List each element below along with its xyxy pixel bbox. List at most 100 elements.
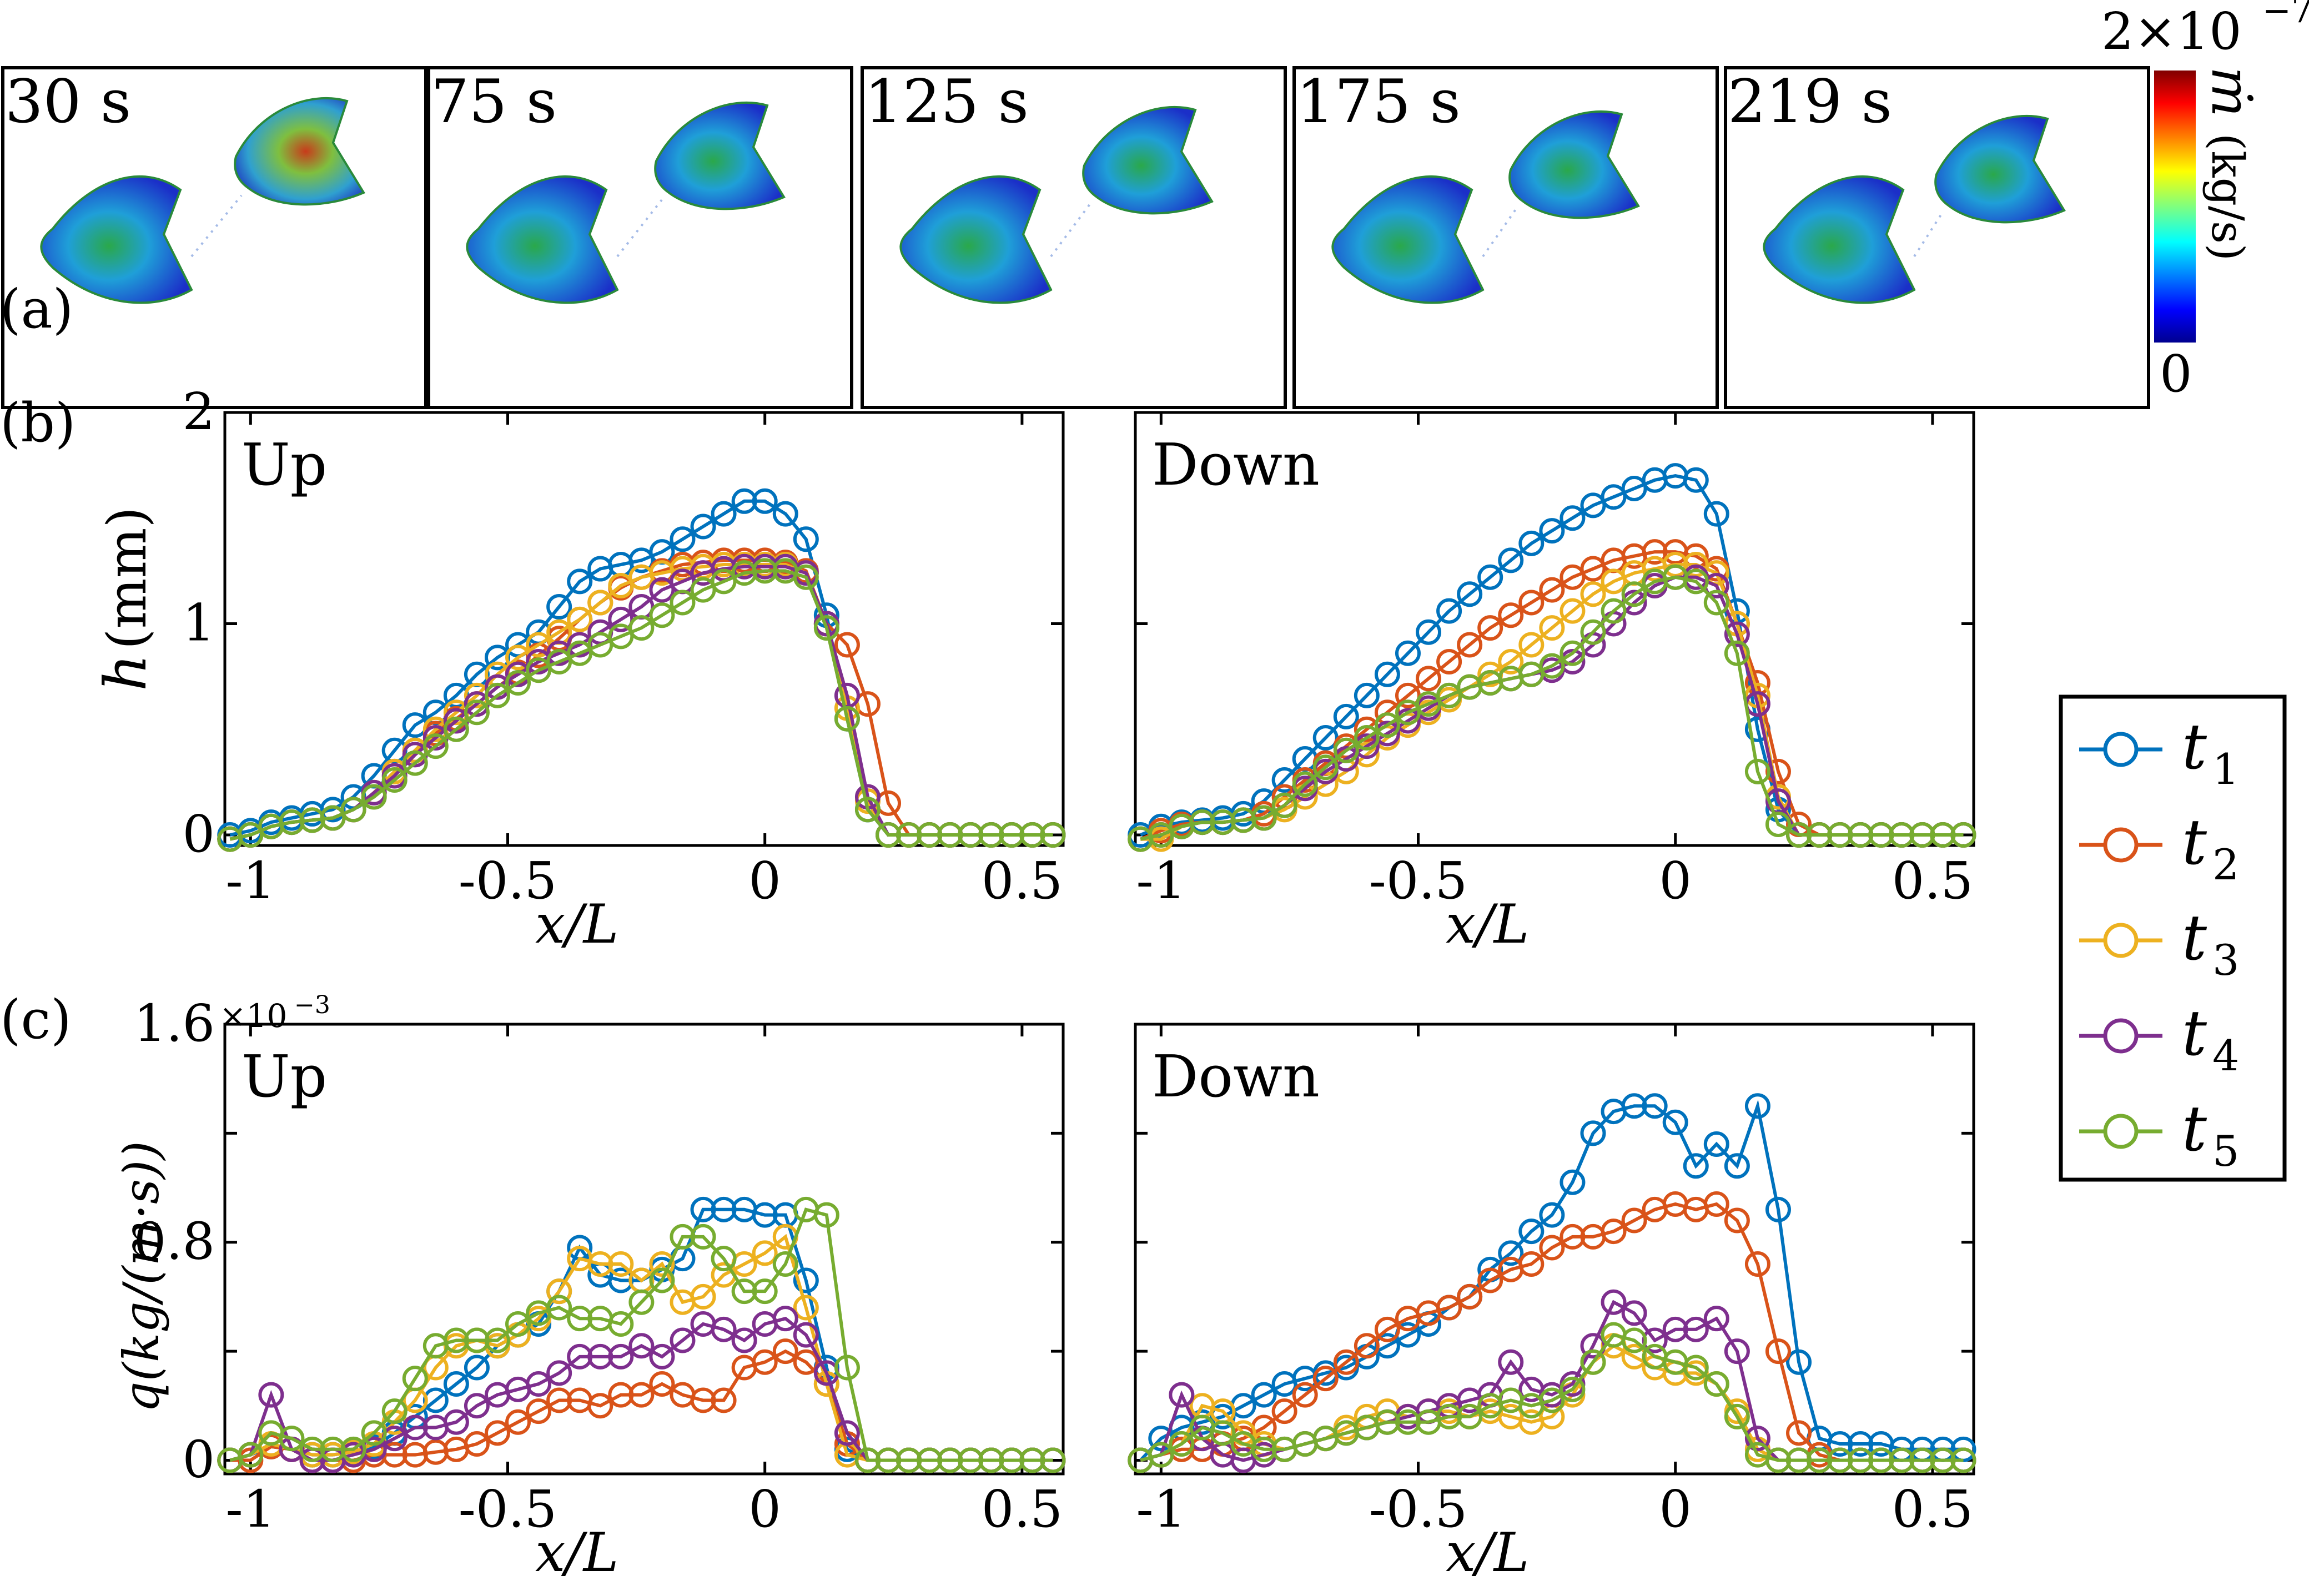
data-point — [1354, 1333, 1380, 1359]
data-point — [567, 606, 593, 632]
data-point — [752, 1349, 778, 1375]
snapshot-time-label: 75 s — [431, 67, 557, 137]
data-point — [464, 1393, 490, 1419]
y-tick-label: 2 — [182, 382, 215, 441]
legend-marker — [2103, 827, 2139, 863]
data-point — [628, 615, 655, 641]
legend-subscript: 2 — [2212, 840, 2239, 889]
data-point — [731, 1327, 757, 1353]
legend-subscript: 3 — [2212, 935, 2239, 985]
data-point — [1560, 598, 1586, 624]
data-point — [484, 1327, 510, 1353]
series-t5 — [1128, 564, 1976, 852]
legend-marker — [2103, 1018, 2139, 1054]
data-point — [711, 1246, 737, 1272]
colorbar-max-exponent: −7 — [2262, 0, 2309, 31]
data-point — [1703, 590, 1729, 616]
data-point — [1724, 1338, 1750, 1365]
y-tick-label: 1.6 — [134, 994, 215, 1053]
chart-b-up: -1 -0.5 0 0.5 0 1 2 x/L Up — [182, 382, 1066, 955]
data-point — [1621, 1300, 1647, 1326]
data-point — [1560, 640, 1586, 666]
data-point — [1950, 822, 1976, 848]
data-point — [1271, 1398, 1297, 1424]
data-point — [772, 1251, 798, 1277]
data-point — [1765, 811, 1791, 837]
dune-upper-right — [1934, 114, 2066, 224]
data-point — [1436, 598, 1462, 624]
data-point — [1354, 724, 1380, 751]
data-point — [1724, 640, 1750, 666]
series-t1 — [217, 488, 1066, 848]
data-point — [1703, 1191, 1729, 1217]
legend-subscript: 5 — [2212, 1126, 2239, 1176]
data-point — [670, 1327, 696, 1353]
y-tick-label: 0 — [182, 804, 215, 864]
data-point — [1539, 518, 1565, 544]
snapshot-time-label: 125 s — [864, 67, 1029, 137]
dune-upper-right — [654, 101, 786, 210]
data-point — [1312, 1366, 1339, 1392]
svg-text:(mm): (mm) — [96, 507, 158, 650]
data-point — [1765, 1338, 1791, 1365]
data-point — [1539, 1387, 1565, 1413]
x-axis-label: x/L — [1446, 1522, 1529, 1584]
data-point — [1950, 1447, 1976, 1473]
data-point — [1477, 1267, 1503, 1293]
dune-lower-left — [40, 175, 193, 304]
panel-title: Up — [242, 431, 327, 499]
data-point — [1580, 619, 1606, 645]
legend-subscript: 4 — [2212, 1031, 2239, 1080]
data-point — [1395, 640, 1421, 666]
series-line — [1140, 575, 1964, 841]
plot-frame — [223, 1023, 1065, 1476]
data-point — [505, 1311, 531, 1337]
plot-frame — [223, 411, 1065, 847]
data-point — [1683, 568, 1709, 595]
series-line — [1140, 563, 1964, 841]
data-point — [1374, 661, 1400, 687]
series-line — [1139, 1099, 1964, 1462]
data-point — [1703, 501, 1729, 527]
snapshot-time-label: 30 s — [5, 67, 131, 137]
data-point — [793, 1295, 819, 1321]
legend-label: t — [2182, 807, 2207, 879]
x-tick-label: 0.5 — [1892, 851, 1973, 910]
series-line — [1140, 1333, 1964, 1462]
x-tick-label: -0.5 — [459, 1479, 557, 1539]
data-point — [1539, 1235, 1565, 1261]
data-point — [361, 1420, 387, 1446]
data-point — [443, 1409, 469, 1435]
x-tick-label: -0.5 — [1369, 1479, 1467, 1539]
data-point — [1333, 703, 1359, 729]
q-scale-note: ×10 — [219, 997, 287, 1035]
colorbar-symbol: ṁ — [2200, 67, 2262, 117]
charts: -1 -0.5 0 0.5 0 1 2 x/L Up -1 -0.5 0 0.5 x/L Down -1 -0.… — [134, 382, 1976, 1584]
data-point — [1601, 1289, 1627, 1315]
data-point — [567, 568, 593, 595]
data-point — [381, 1398, 408, 1424]
data-point — [1271, 792, 1297, 818]
data-point — [1333, 1349, 1359, 1375]
x-tick-label: -1 — [1136, 1479, 1186, 1539]
colorbar-unit: (kg/s) — [2202, 133, 2253, 261]
data-point — [1251, 1382, 1277, 1408]
data-point — [1539, 577, 1565, 603]
data-point — [834, 706, 860, 732]
data-point — [649, 1343, 675, 1370]
data-point — [1148, 1442, 1174, 1468]
snapshot-border — [427, 66, 853, 409]
data-point — [1683, 1355, 1709, 1381]
data-point — [1457, 632, 1483, 658]
data-point — [1786, 1420, 1812, 1446]
data-point — [1292, 771, 1318, 797]
data-point — [1333, 737, 1359, 763]
data-point — [238, 1442, 264, 1468]
data-point — [1040, 822, 1066, 848]
data-point — [587, 590, 613, 616]
dune-upper-right — [234, 97, 365, 206]
data-point — [340, 797, 366, 823]
snapshot-frame-3: 125 s — [861, 66, 1287, 409]
